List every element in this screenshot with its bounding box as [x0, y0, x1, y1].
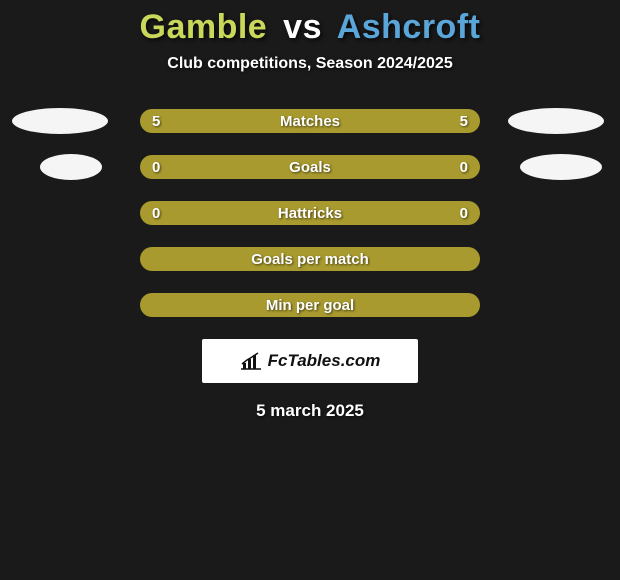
player2-name: Ashcroft: [337, 8, 481, 46]
snapshot-date: 5 march 2025: [0, 401, 620, 421]
subtitle: Club competitions, Season 2024/2025: [0, 55, 620, 73]
value-oval-left: [12, 108, 108, 134]
stat-value-right: 0: [460, 205, 468, 222]
stat-row: Goals0 0: [0, 155, 620, 179]
stat-value-right: 0: [460, 159, 468, 176]
stat-value-left: 0: [152, 159, 160, 176]
stat-label: Goals: [140, 159, 480, 176]
value-oval-right: [520, 154, 602, 180]
source-logo: FcTables.com: [202, 339, 418, 383]
stat-row: Goals per match: [0, 247, 620, 271]
vs-text: vs: [283, 8, 322, 46]
player1-name: Gamble: [140, 8, 268, 46]
stat-label: Hattricks: [140, 205, 480, 222]
stat-value-left: 0: [152, 205, 160, 222]
bar-chart-icon: [240, 352, 262, 370]
stat-label: Min per goal: [140, 297, 480, 314]
stat-pill: Hattricks0 0: [140, 201, 480, 225]
stat-label: Matches: [140, 113, 480, 130]
value-oval-right: [508, 108, 604, 134]
stat-row: Min per goal: [0, 293, 620, 317]
stat-pill: Min per goal: [140, 293, 480, 317]
stat-value-right: 5: [460, 113, 468, 130]
stat-row: Matches5 5: [0, 109, 620, 133]
value-oval-left: [40, 154, 102, 180]
stat-value-left: 5: [152, 113, 160, 130]
stat-pill: Matches5 5: [140, 109, 480, 133]
stat-rows: Matches55Goals00Hattricks00Goals per mat…: [0, 109, 620, 317]
comparison-title: Gamble vs Ashcroft: [0, 0, 620, 47]
stat-pill: Goals per match: [140, 247, 480, 271]
logo-text: FcTables.com: [268, 351, 381, 371]
stat-label: Goals per match: [140, 251, 480, 268]
stat-row: Hattricks0 0: [0, 201, 620, 225]
stat-pill: Goals0 0: [140, 155, 480, 179]
